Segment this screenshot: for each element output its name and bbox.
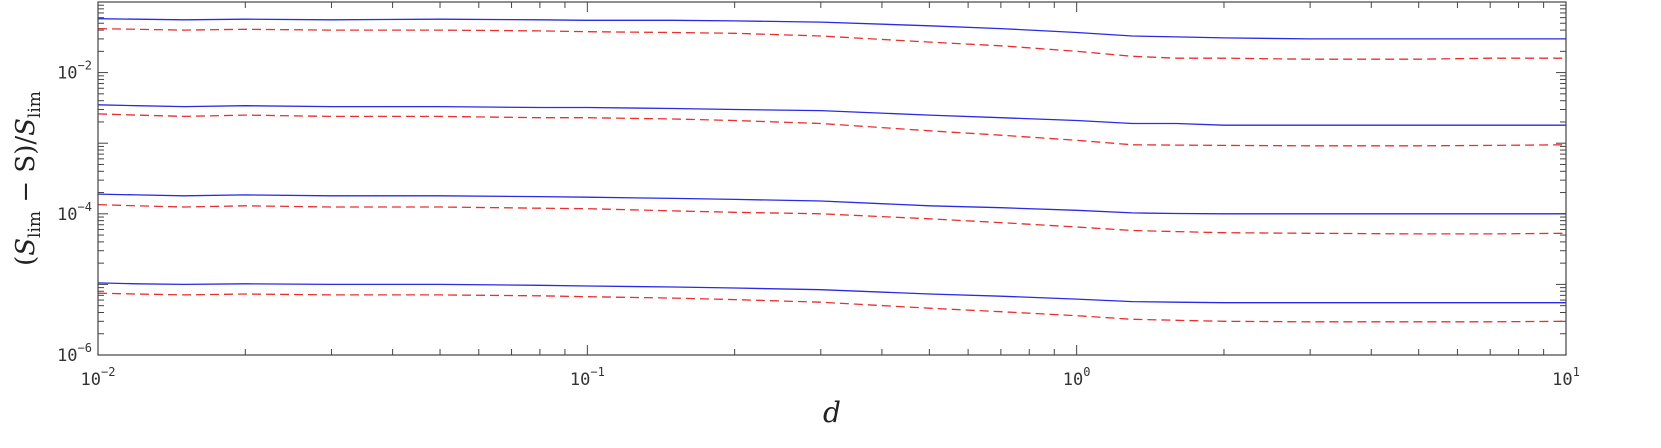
series-line-6-dashed — [97, 203, 1567, 235]
y-tick-label: 10−4 — [57, 200, 92, 225]
y-axis-title-open: ( — [11, 256, 41, 266]
y-axis-title-s1: S — [11, 238, 41, 256]
y-axis-title-sub2: lim — [25, 91, 45, 118]
x-tick-label: 10−2 — [81, 365, 116, 390]
x-tick-label: 101 — [1552, 365, 1580, 390]
y-axis-title: (Slim − S)/Slim — [11, 91, 45, 266]
y-tick-label: 10−2 — [57, 59, 92, 84]
y-axis-title-s2: S — [11, 118, 41, 136]
x-axis-title: d — [823, 396, 841, 429]
plot-frame — [97, 1, 1567, 356]
x-tick-label: 10−1 — [570, 365, 605, 390]
y-axis-title-sub1: lim — [25, 211, 45, 238]
y-tick-label: 10−6 — [57, 341, 92, 366]
minor-tick-layer — [98, 2, 1566, 355]
series-line-1-solid — [97, 18, 1566, 40]
x-tick-label: 100 — [1063, 365, 1091, 390]
series-line-4-dashed — [97, 113, 1567, 147]
series-line-7-solid — [97, 282, 1566, 304]
series-line-5-solid — [97, 193, 1566, 215]
series-line-2-dashed — [97, 27, 1566, 60]
tick-label-layer: 10−2 10−1 100 101 10−6 10−4 10−2 — [57, 59, 1580, 390]
y-axis-title-minus: − S)/ — [11, 136, 41, 211]
series-line-8-dashed — [97, 292, 1567, 323]
series-layer — [97, 18, 1567, 323]
tick-layer — [97, 2, 1566, 356]
series-line-3-solid — [97, 104, 1566, 126]
